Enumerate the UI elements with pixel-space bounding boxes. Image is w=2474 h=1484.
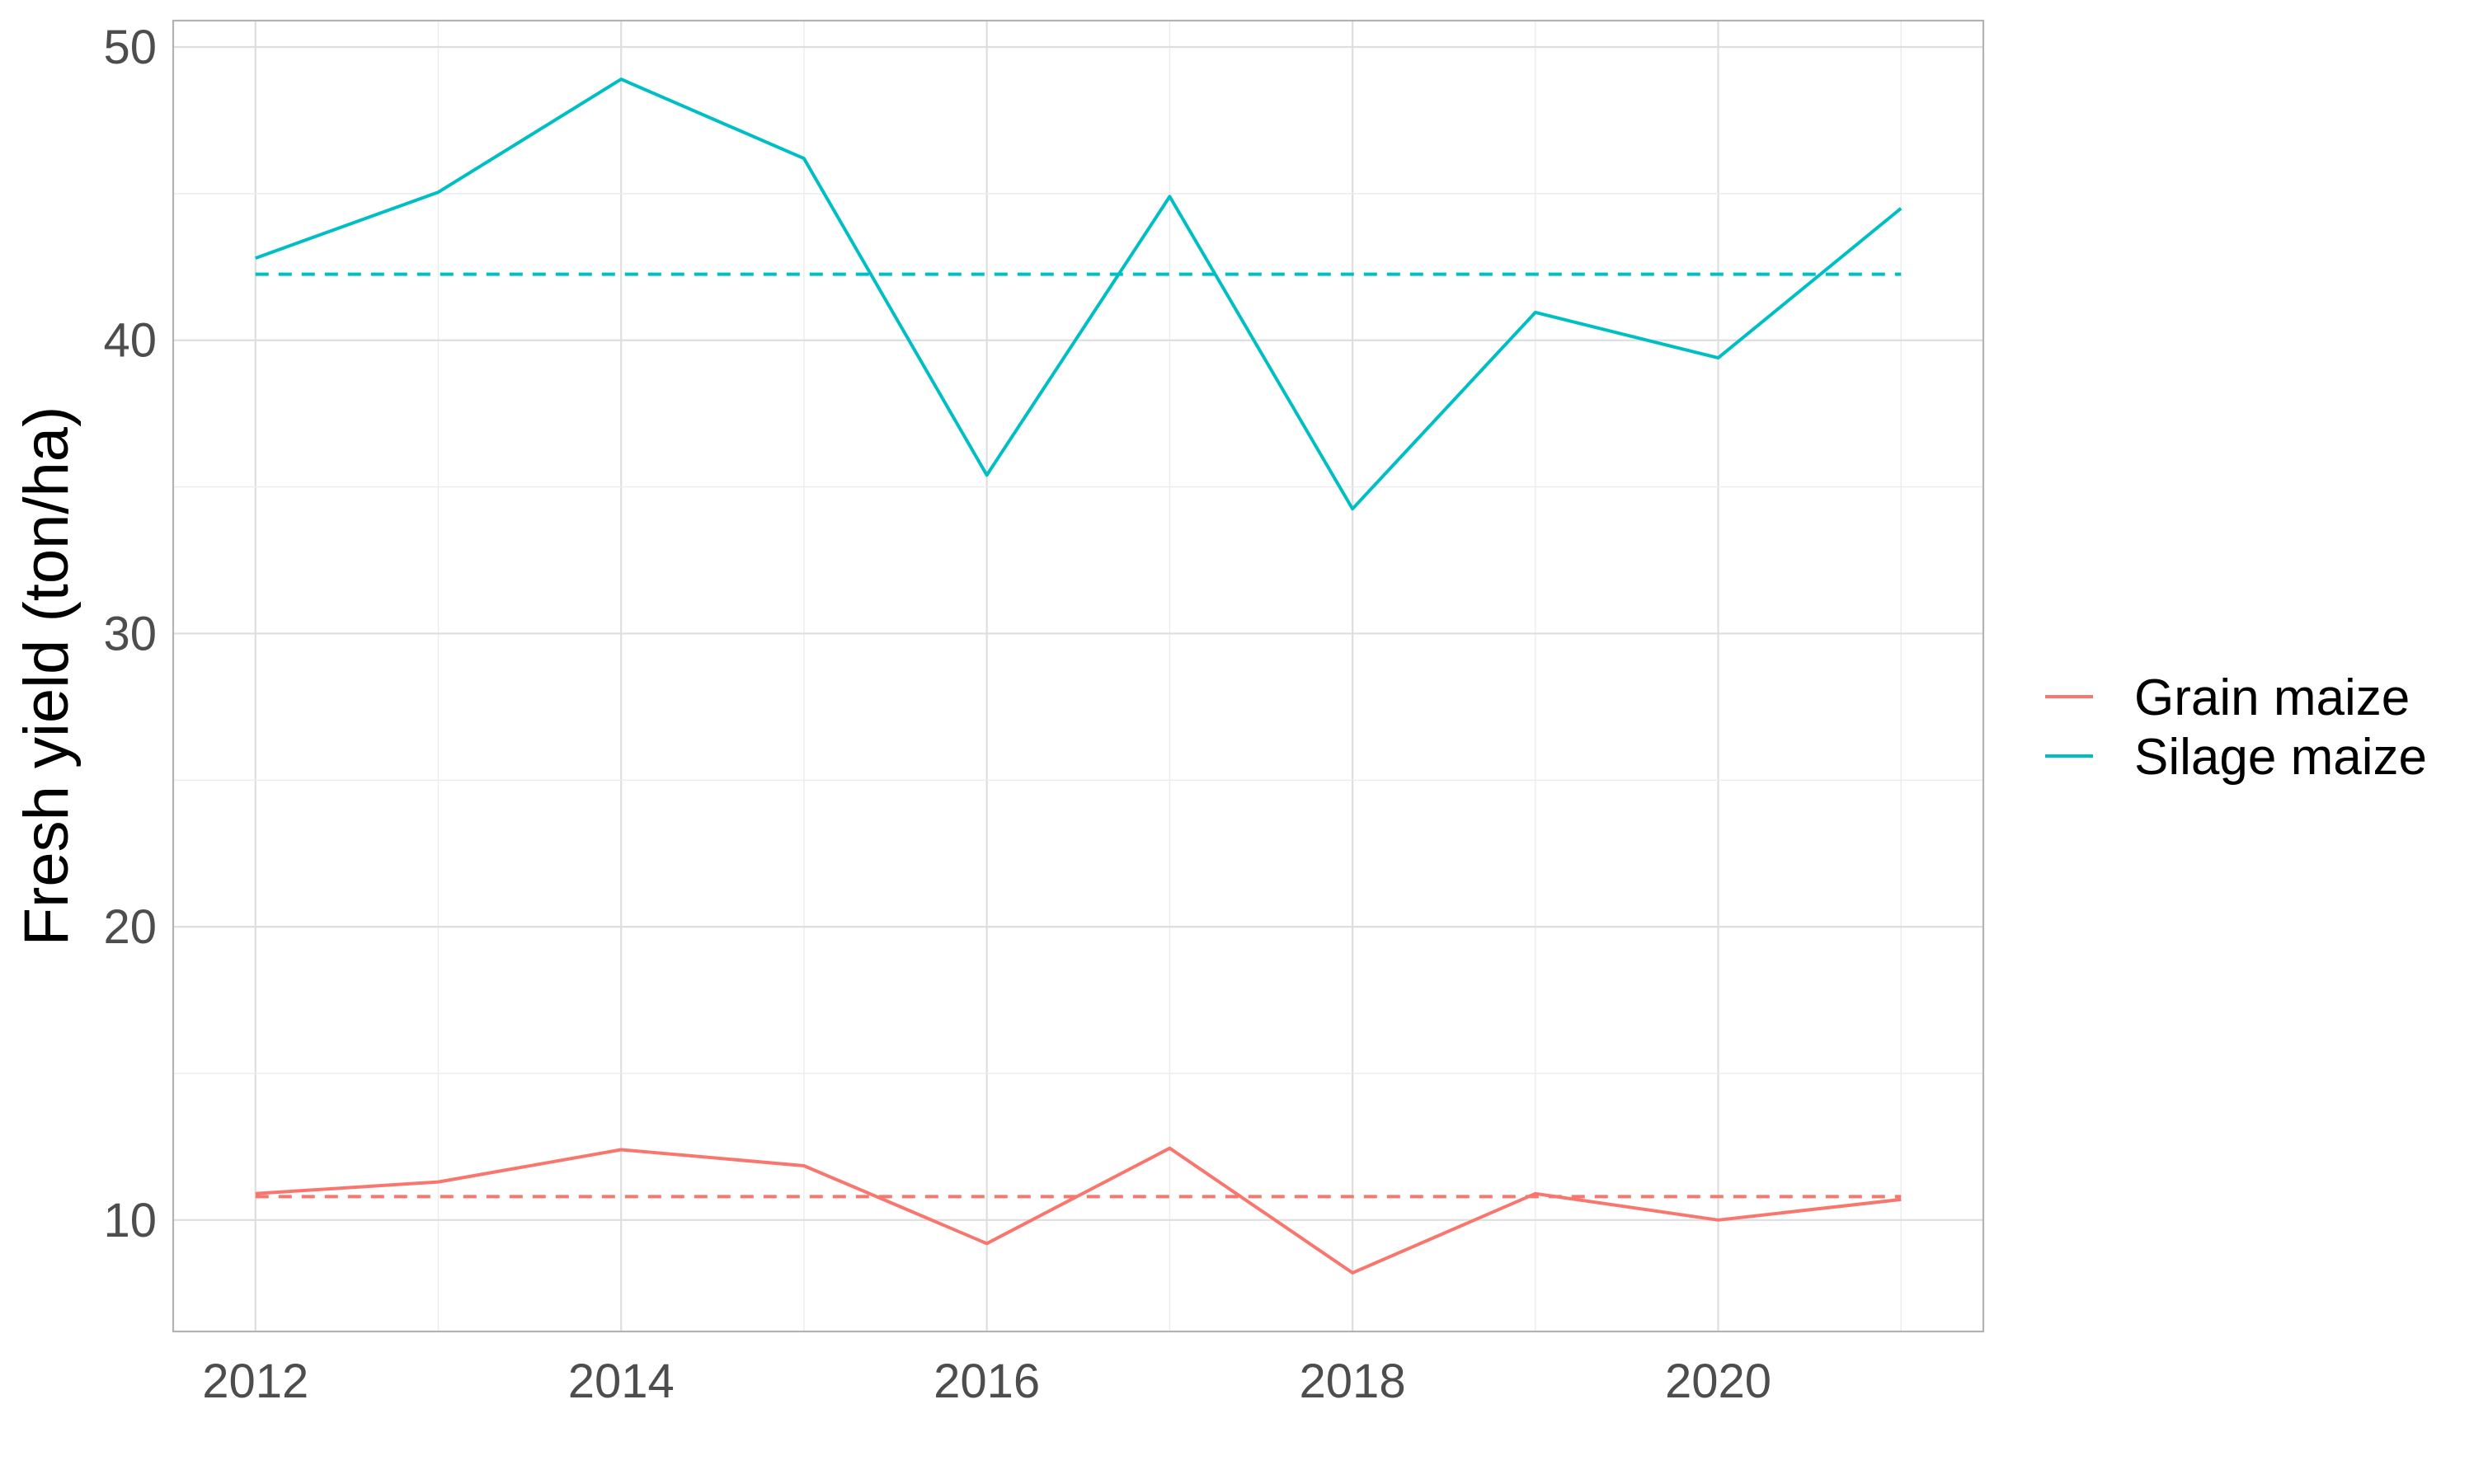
y-tick-label: 40 xyxy=(103,314,157,368)
x-tick-label: 2020 xyxy=(1665,1355,1771,1408)
y-axis-ticks: 10 20 30 40 50 xyxy=(103,21,157,1247)
x-axis-ticks: 2012 2014 2016 2018 2020 xyxy=(202,1355,1771,1408)
x-tick-label: 2018 xyxy=(1300,1355,1406,1408)
y-tick-label: 50 xyxy=(103,21,157,74)
grain-maize-legend-label: Grain maize xyxy=(2134,669,2410,726)
series-lines xyxy=(255,77,1903,1275)
y-tick-label: 30 xyxy=(103,607,157,660)
silage-maize-legend-label: Silage maize xyxy=(2134,729,2427,786)
x-tick-label: 2014 xyxy=(568,1355,675,1408)
panel-border xyxy=(172,19,1985,1333)
silage-maize-series-line xyxy=(255,77,1903,511)
y-axis-title: Fresh yield (ton/ha) xyxy=(12,406,82,946)
y-tick-label: 20 xyxy=(103,900,157,954)
grid xyxy=(173,21,1983,1331)
grain-maize-series-line xyxy=(255,1146,1902,1275)
x-tick-label: 2012 xyxy=(202,1355,308,1408)
mean-lines xyxy=(255,272,1902,1199)
y-tick-label: 10 xyxy=(103,1194,157,1247)
x-tick-label: 2016 xyxy=(934,1355,1040,1408)
